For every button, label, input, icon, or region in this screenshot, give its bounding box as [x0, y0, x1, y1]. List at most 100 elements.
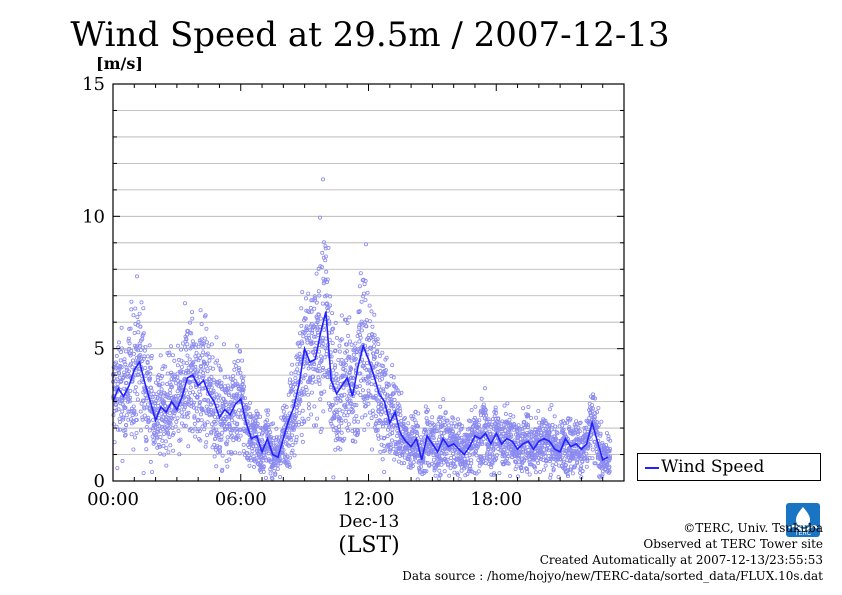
wind-sample-point: [314, 340, 319, 345]
wind-sample-point: [117, 371, 122, 376]
wind-sample-point: [128, 353, 133, 358]
wind-sample-point: [333, 363, 338, 368]
wind-sample-point: [226, 406, 231, 411]
wind-sample-point: [375, 337, 380, 342]
wind-sample-point: [175, 375, 180, 380]
wind-sample-point: [200, 408, 205, 413]
wind-sample-point: [380, 424, 385, 429]
wind-sample-point: [538, 469, 543, 474]
wind-sample-point: [503, 428, 508, 433]
wind-sample-point: [515, 436, 520, 441]
wind-sample-point: [526, 422, 531, 427]
wind-sample-point: [336, 377, 341, 382]
wind-sample-point: [236, 358, 241, 363]
wind-sample-point: [204, 340, 209, 345]
wind-sample-point: [127, 399, 132, 404]
wind-sample-point: [303, 373, 308, 378]
wind-sample-point: [306, 406, 311, 411]
wind-sample-point: [339, 357, 344, 362]
wind-sample-point: [141, 399, 146, 404]
wind-sample-point: [374, 421, 379, 426]
wind-sample-point: [209, 375, 214, 380]
wind-sample-point: [117, 416, 122, 421]
footer-source: Data source : /home/hojyo/new/TERC-data/…: [402, 569, 823, 583]
wind-sample-point: [161, 432, 166, 437]
wind-sample-point: [181, 360, 186, 365]
wind-sample-point: [468, 466, 473, 471]
wind-sample-point: [391, 446, 396, 451]
wind-sample-point: [316, 312, 321, 317]
wind-sample-point: [220, 467, 225, 472]
wind-sample-point: [456, 436, 461, 441]
footer-created: Created Automatically at 2007-12-13/23:5…: [539, 553, 823, 567]
wind-sample-point: [197, 389, 202, 394]
wind-sample-point: [321, 365, 326, 370]
wind-sample-point: [184, 361, 189, 366]
wind-sample-point: [599, 419, 604, 424]
wind-sample-point: [370, 408, 375, 413]
wind-sample-point: [490, 432, 495, 437]
wind-sample-point: [208, 407, 213, 412]
wind-sample-point: [397, 391, 402, 396]
wind-sample-point: [546, 434, 551, 439]
wind-sample-point: [505, 401, 510, 406]
wind-sample-point: [411, 414, 416, 419]
wind-sample-point: [275, 466, 280, 471]
wind-sample-point: [300, 290, 305, 295]
wind-sample-point: [536, 460, 541, 465]
wind-sample-point: [247, 463, 252, 468]
wind-sample-point: [324, 352, 329, 357]
wind-sample-point: [175, 343, 180, 348]
wind-sample-point: [490, 417, 495, 422]
wind-sample-point: [294, 405, 299, 410]
wind-sample-point: [306, 333, 311, 338]
wind-sample-point: [438, 419, 443, 424]
wind-sample-point: [312, 296, 317, 301]
wind-sample-point: [367, 410, 372, 415]
wind-sample-point: [173, 375, 178, 380]
wind-sample-point: [310, 330, 315, 335]
wind-sample-point: [160, 381, 165, 386]
wind-sample-point: [319, 358, 324, 363]
wind-sample-point: [255, 411, 260, 416]
wind-sample-point: [256, 457, 261, 462]
wind-sample-point: [391, 391, 396, 396]
wind-sample-point: [233, 379, 238, 384]
wind-sample-point: [436, 428, 441, 433]
wind-sample-point: [312, 306, 317, 311]
wind-sample-point: [214, 464, 219, 469]
wind-sample-point: [502, 447, 507, 452]
wind-sample-point: [441, 443, 446, 448]
wind-sample-point: [164, 446, 169, 451]
wind-sample-point: [216, 432, 221, 437]
wind-sample-point: [241, 374, 246, 379]
wind-sample-point: [290, 433, 295, 438]
wind-sample-point: [515, 426, 520, 431]
wind-sample-point: [556, 474, 561, 479]
wind-sample-point: [266, 408, 271, 413]
wind-sample-point: [144, 424, 149, 429]
wind-sample-point: [123, 428, 128, 433]
x-tick-label: 00:00: [87, 489, 139, 510]
wind-sample-point: [195, 374, 200, 379]
wind-sample-point: [332, 365, 337, 370]
wind-sample-point: [350, 405, 355, 410]
wind-sample-point: [236, 437, 241, 442]
wind-sample-point: [529, 430, 534, 435]
wind-sample-point: [265, 412, 270, 417]
wind-sample-point: [497, 471, 502, 476]
wind-sample-point: [298, 397, 303, 402]
wind-sample-point: [223, 414, 228, 419]
wind-sample-point: [212, 414, 217, 419]
wind-sample-point: [452, 421, 457, 426]
wind-sample-point: [323, 244, 328, 249]
wind-sample-point: [308, 378, 313, 383]
wind-sample-point: [336, 357, 341, 362]
wind-sample-point: [129, 432, 134, 437]
wind-sample-point: [185, 415, 190, 420]
wind-sample-point: [318, 316, 323, 321]
wind-sample-point: [391, 403, 396, 408]
wind-sample-point: [347, 315, 352, 320]
wind-sample-point: [136, 330, 141, 335]
y-tick-label: 5: [94, 339, 105, 360]
